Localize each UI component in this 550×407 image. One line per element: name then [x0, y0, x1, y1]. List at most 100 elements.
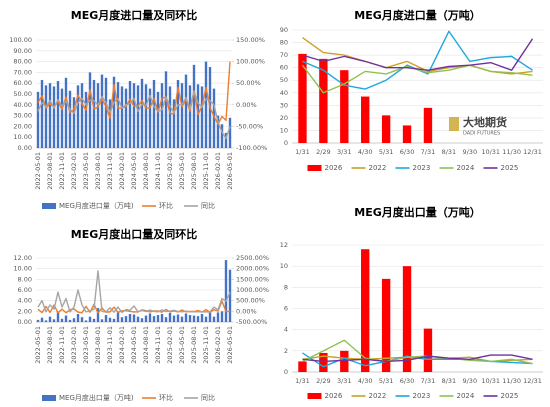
y-tick-label: 30 — [280, 101, 288, 109]
y2-tick-label: -500.00% — [236, 318, 267, 326]
bar — [124, 316, 128, 322]
bar — [184, 74, 188, 148]
bar — [68, 90, 72, 148]
x-tick-label: 2025-08-01 — [190, 326, 198, 364]
line-series — [302, 354, 533, 363]
x-tick-label: 2024-02-01 — [118, 152, 126, 190]
x-tick-label: 2023-05-01 — [82, 152, 90, 190]
x-tick-label: 2024-08-01 — [142, 326, 150, 364]
bar — [224, 132, 228, 148]
x-tick-label: 2024-02-01 — [118, 326, 126, 364]
bar — [196, 84, 200, 148]
legend-label: MEG月度出口量（万吨) — [59, 393, 134, 402]
bar — [144, 84, 148, 148]
bar — [96, 83, 100, 148]
y-tick-label: 80.00 — [13, 58, 32, 66]
chart-title: MEG月度进口量及同环比 — [71, 8, 198, 22]
legend-label: 2025 — [501, 164, 519, 172]
legend-label: 2024 — [457, 164, 475, 172]
y2-tick-label: 100.00% — [236, 58, 265, 66]
legend-swatch — [307, 165, 322, 171]
bar — [48, 316, 52, 322]
x-tick-label: 3/31 — [337, 148, 352, 156]
x-tick-label: 2023-08-01 — [94, 326, 102, 364]
chart-title: MEG月度进口量（万吨） — [354, 8, 481, 22]
bar — [120, 317, 124, 322]
x-tick-label: 2025-11-01 — [202, 152, 210, 190]
y-tick-label: 70.00 — [13, 68, 32, 76]
watermark-sub: DADI FUTURES — [463, 131, 500, 137]
x-tick-label: 1/31 — [295, 377, 310, 385]
bar — [220, 124, 224, 148]
watermark-text: 大地期货 — [463, 115, 507, 129]
x-tick-label: 2025-02-01 — [166, 326, 174, 364]
bar — [40, 79, 44, 148]
x-tick-label: 9/30 — [462, 148, 477, 156]
bar — [423, 328, 433, 372]
x-tick-label: 2026-05-01 — [226, 152, 234, 190]
bar — [212, 88, 216, 148]
bar — [80, 317, 84, 322]
bar — [192, 315, 196, 322]
bar — [84, 320, 88, 322]
bar — [96, 308, 100, 322]
y-tick-label: 40 — [280, 89, 288, 97]
x-tick-label: 2024-08-01 — [142, 152, 150, 190]
x-tick-label: 8/31 — [442, 377, 457, 385]
x-tick-label: 2024-11-01 — [154, 152, 162, 190]
bar — [64, 315, 68, 322]
x-tick-label: 2025-11-01 — [202, 326, 210, 364]
x-tick-label: 2022-08-01 — [46, 152, 54, 190]
line-series — [37, 90, 231, 140]
bar — [148, 313, 152, 322]
x-tick-label: 11/30 — [502, 377, 521, 385]
bar — [124, 88, 128, 148]
legend-label: 2025 — [501, 392, 519, 400]
chart-panel: MEG月度出口量（万吨） 0 2 4 6 8 10 12 1/31 2/29 3/31 4/30 5/3… — [280, 205, 543, 400]
x-tick-label: 10/31 — [481, 377, 500, 385]
x-tick-label: 2023-02-01 — [70, 326, 78, 364]
y-tick-label: 4 — [284, 326, 288, 334]
bar — [156, 315, 160, 322]
bar — [164, 71, 168, 148]
y2-tick-label: 50.00% — [236, 79, 261, 87]
y-tick-label: 2.00 — [18, 307, 32, 315]
y-tick-label: 90.00 — [13, 47, 32, 55]
y-tick-label: 90 — [280, 26, 288, 34]
x-tick-label: 2022-05-01 — [34, 152, 42, 190]
x-tick-label: 2025-02-01 — [166, 152, 174, 190]
line-series — [37, 61, 231, 125]
bar — [56, 311, 60, 322]
bar — [72, 318, 76, 322]
x-tick-label: 2025-05-01 — [178, 326, 186, 364]
bar — [100, 319, 104, 322]
bar — [152, 79, 156, 148]
bar — [44, 320, 48, 322]
legend-label: 2026 — [325, 392, 343, 400]
bar — [298, 361, 307, 372]
bar — [212, 316, 216, 322]
bar — [172, 315, 176, 322]
bar — [140, 78, 144, 148]
bar — [132, 83, 136, 148]
x-tick-label: 2022-05-01 — [34, 326, 42, 364]
x-tick-label: 2023-11-01 — [106, 326, 114, 364]
bar — [160, 83, 164, 148]
bar — [60, 88, 64, 148]
chart-panel: MEG月度进口量及同环比 0.00 10.00 20.00 30.00 40.00 50.0… — [9, 8, 267, 210]
bar — [104, 77, 108, 148]
bar — [168, 312, 172, 322]
y2-tick-label: -100.00% — [236, 144, 267, 152]
y-tick-label: 0.00 — [18, 144, 32, 152]
bar — [228, 117, 232, 148]
bar — [319, 352, 328, 372]
x-tick-label: 2023-02-01 — [70, 152, 78, 190]
x-tick-label: 5/31 — [379, 148, 394, 156]
bar — [340, 350, 349, 372]
bar — [36, 91, 40, 148]
bar — [180, 316, 184, 322]
bar — [80, 83, 84, 148]
bar — [216, 115, 220, 148]
y-tick-label: 6 — [284, 305, 288, 313]
